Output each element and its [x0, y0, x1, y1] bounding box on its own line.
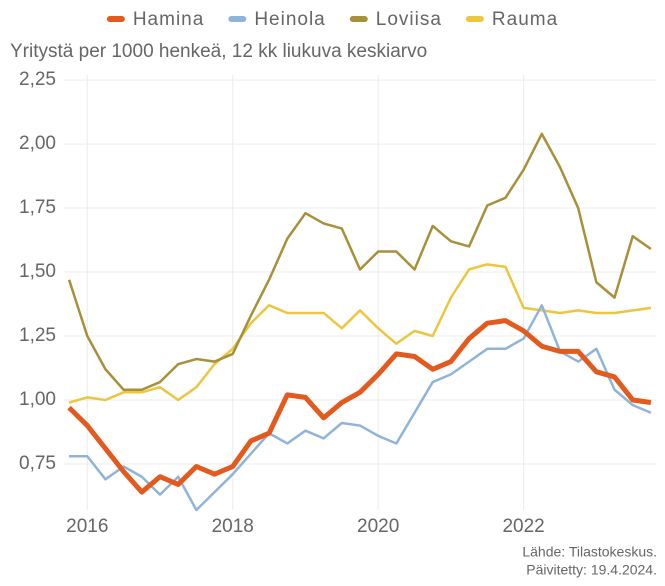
y-tick-label: 2,25 [19, 69, 56, 90]
source: Lähde: Tilastokeskus. [522, 544, 657, 560]
x-tick-label: 2020 [357, 516, 399, 537]
y-tick-label: 1,50 [19, 261, 56, 282]
y-tick-label: 2,00 [19, 133, 56, 154]
legend-label: Hamina [133, 9, 204, 30]
y-tick-label: 1,25 [19, 325, 56, 346]
legend-label: Heinola [254, 9, 325, 30]
x-tick-label: 2016 [66, 516, 108, 537]
source: Päivitetty: 19.4.2024. [526, 562, 657, 578]
series-line [67, 318, 652, 495]
series-line [69, 304, 652, 512]
legend-label: Loviisa [376, 9, 442, 30]
y-tick-label: 1,75 [19, 197, 56, 218]
y-tick-label: 1,00 [19, 389, 56, 410]
x-tick-label: 2018 [212, 516, 254, 537]
x-tick-label: 2022 [502, 516, 544, 537]
legend-label: Rauma [492, 9, 558, 30]
series-line [67, 132, 652, 391]
series-line [68, 263, 652, 404]
chart-subtitle: Yritystä per 1000 henkeä, 12 kk liukuva … [10, 41, 427, 62]
y-tick-label: 0,75 [19, 453, 56, 474]
